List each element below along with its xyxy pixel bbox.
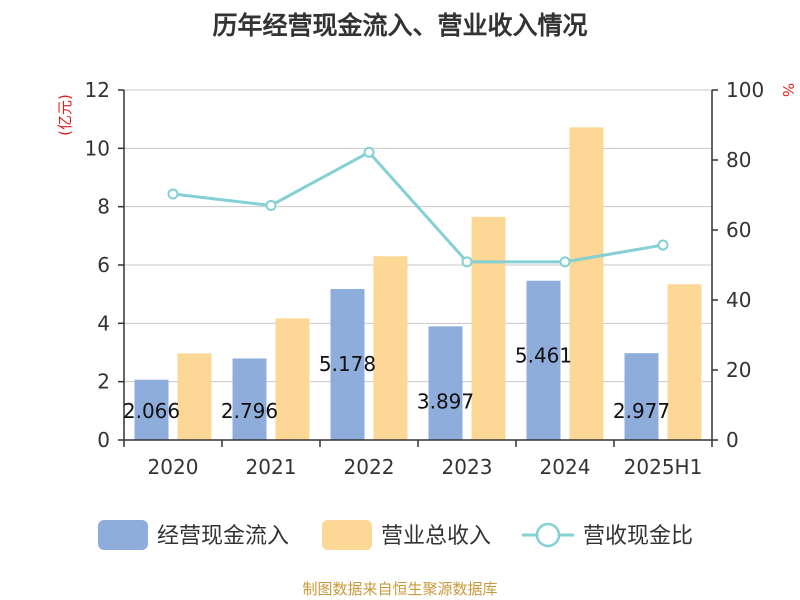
y2-tick-label: 60 xyxy=(726,218,751,242)
y-tick-label: 0 xyxy=(97,428,110,452)
x-tick-label: 2025H1 xyxy=(624,455,703,479)
bar-total-revenue xyxy=(177,353,212,440)
y-tick-label: 2 xyxy=(97,370,110,394)
point-revenue-cash-ratio xyxy=(657,239,669,251)
data-label-cash: 3.897 xyxy=(417,389,474,413)
x-tick-label: 2022 xyxy=(344,455,395,479)
y-tick-label: 8 xyxy=(97,195,110,219)
x-tick-label: 2021 xyxy=(246,455,297,479)
line-revenue-cash-ratio xyxy=(172,150,664,264)
bar-cash-inflow xyxy=(134,379,169,440)
point-revenue-cash-ratio xyxy=(559,256,571,268)
bar-cash-inflow xyxy=(428,326,463,440)
y-tick-label: 6 xyxy=(97,253,110,277)
legend-swatch-revenue xyxy=(322,520,372,550)
chart-title: 历年经营现金流入、营业收入情况 xyxy=(212,11,588,40)
bar-total-revenue xyxy=(275,318,310,440)
y2-tick-label: 40 xyxy=(726,288,751,312)
bar-total-revenue xyxy=(471,216,506,440)
x-tick-label: 2020 xyxy=(148,455,199,479)
y2-tick-label: 0 xyxy=(726,428,739,452)
y2-tick-label: 80 xyxy=(726,148,751,172)
legend-label-ratio: 营收现金比 xyxy=(583,524,693,549)
point-revenue-cash-ratio xyxy=(265,200,277,211)
legend-label-cash: 经营现金流入 xyxy=(157,524,289,549)
y2-tick-label: 100 xyxy=(726,78,764,102)
y-tick-label: 4 xyxy=(97,311,110,335)
y2-tick-label: 20 xyxy=(726,358,751,382)
legend-marker-ratio xyxy=(535,522,561,548)
bar-total-revenue xyxy=(373,256,408,440)
data-label-cash: 2.066 xyxy=(123,399,180,423)
data-label-cash: 5.461 xyxy=(515,344,572,368)
legend-swatch-cash xyxy=(98,520,148,550)
y-tick-label: 12 xyxy=(85,78,110,102)
y-tick-label: 10 xyxy=(85,136,110,160)
bar-cash-inflow xyxy=(330,288,365,440)
point-revenue-cash-ratio xyxy=(461,256,473,268)
data-label-cash: 2.977 xyxy=(613,399,670,423)
point-revenue-cash-ratio xyxy=(363,146,375,158)
bar-total-revenue xyxy=(569,127,604,440)
bar-cash-inflow xyxy=(526,280,561,440)
legend-label-revenue: 营业总收入 xyxy=(381,524,491,549)
source-note: 制图数据来自恒生聚源数据库 xyxy=(302,580,498,598)
bar-cash-inflow xyxy=(232,358,267,440)
data-label-cash: 2.796 xyxy=(221,399,278,423)
x-tick-label: 2023 xyxy=(442,455,493,479)
bar-total-revenue xyxy=(667,284,702,440)
point-revenue-cash-ratio xyxy=(167,188,179,200)
data-label-cash: 5.178 xyxy=(319,352,376,376)
bar-cash-inflow xyxy=(624,353,659,440)
y2-axis-unit-label: % xyxy=(779,83,797,97)
x-tick-label: 2024 xyxy=(540,455,591,479)
y-axis-unit-label: (亿元) xyxy=(56,94,74,136)
